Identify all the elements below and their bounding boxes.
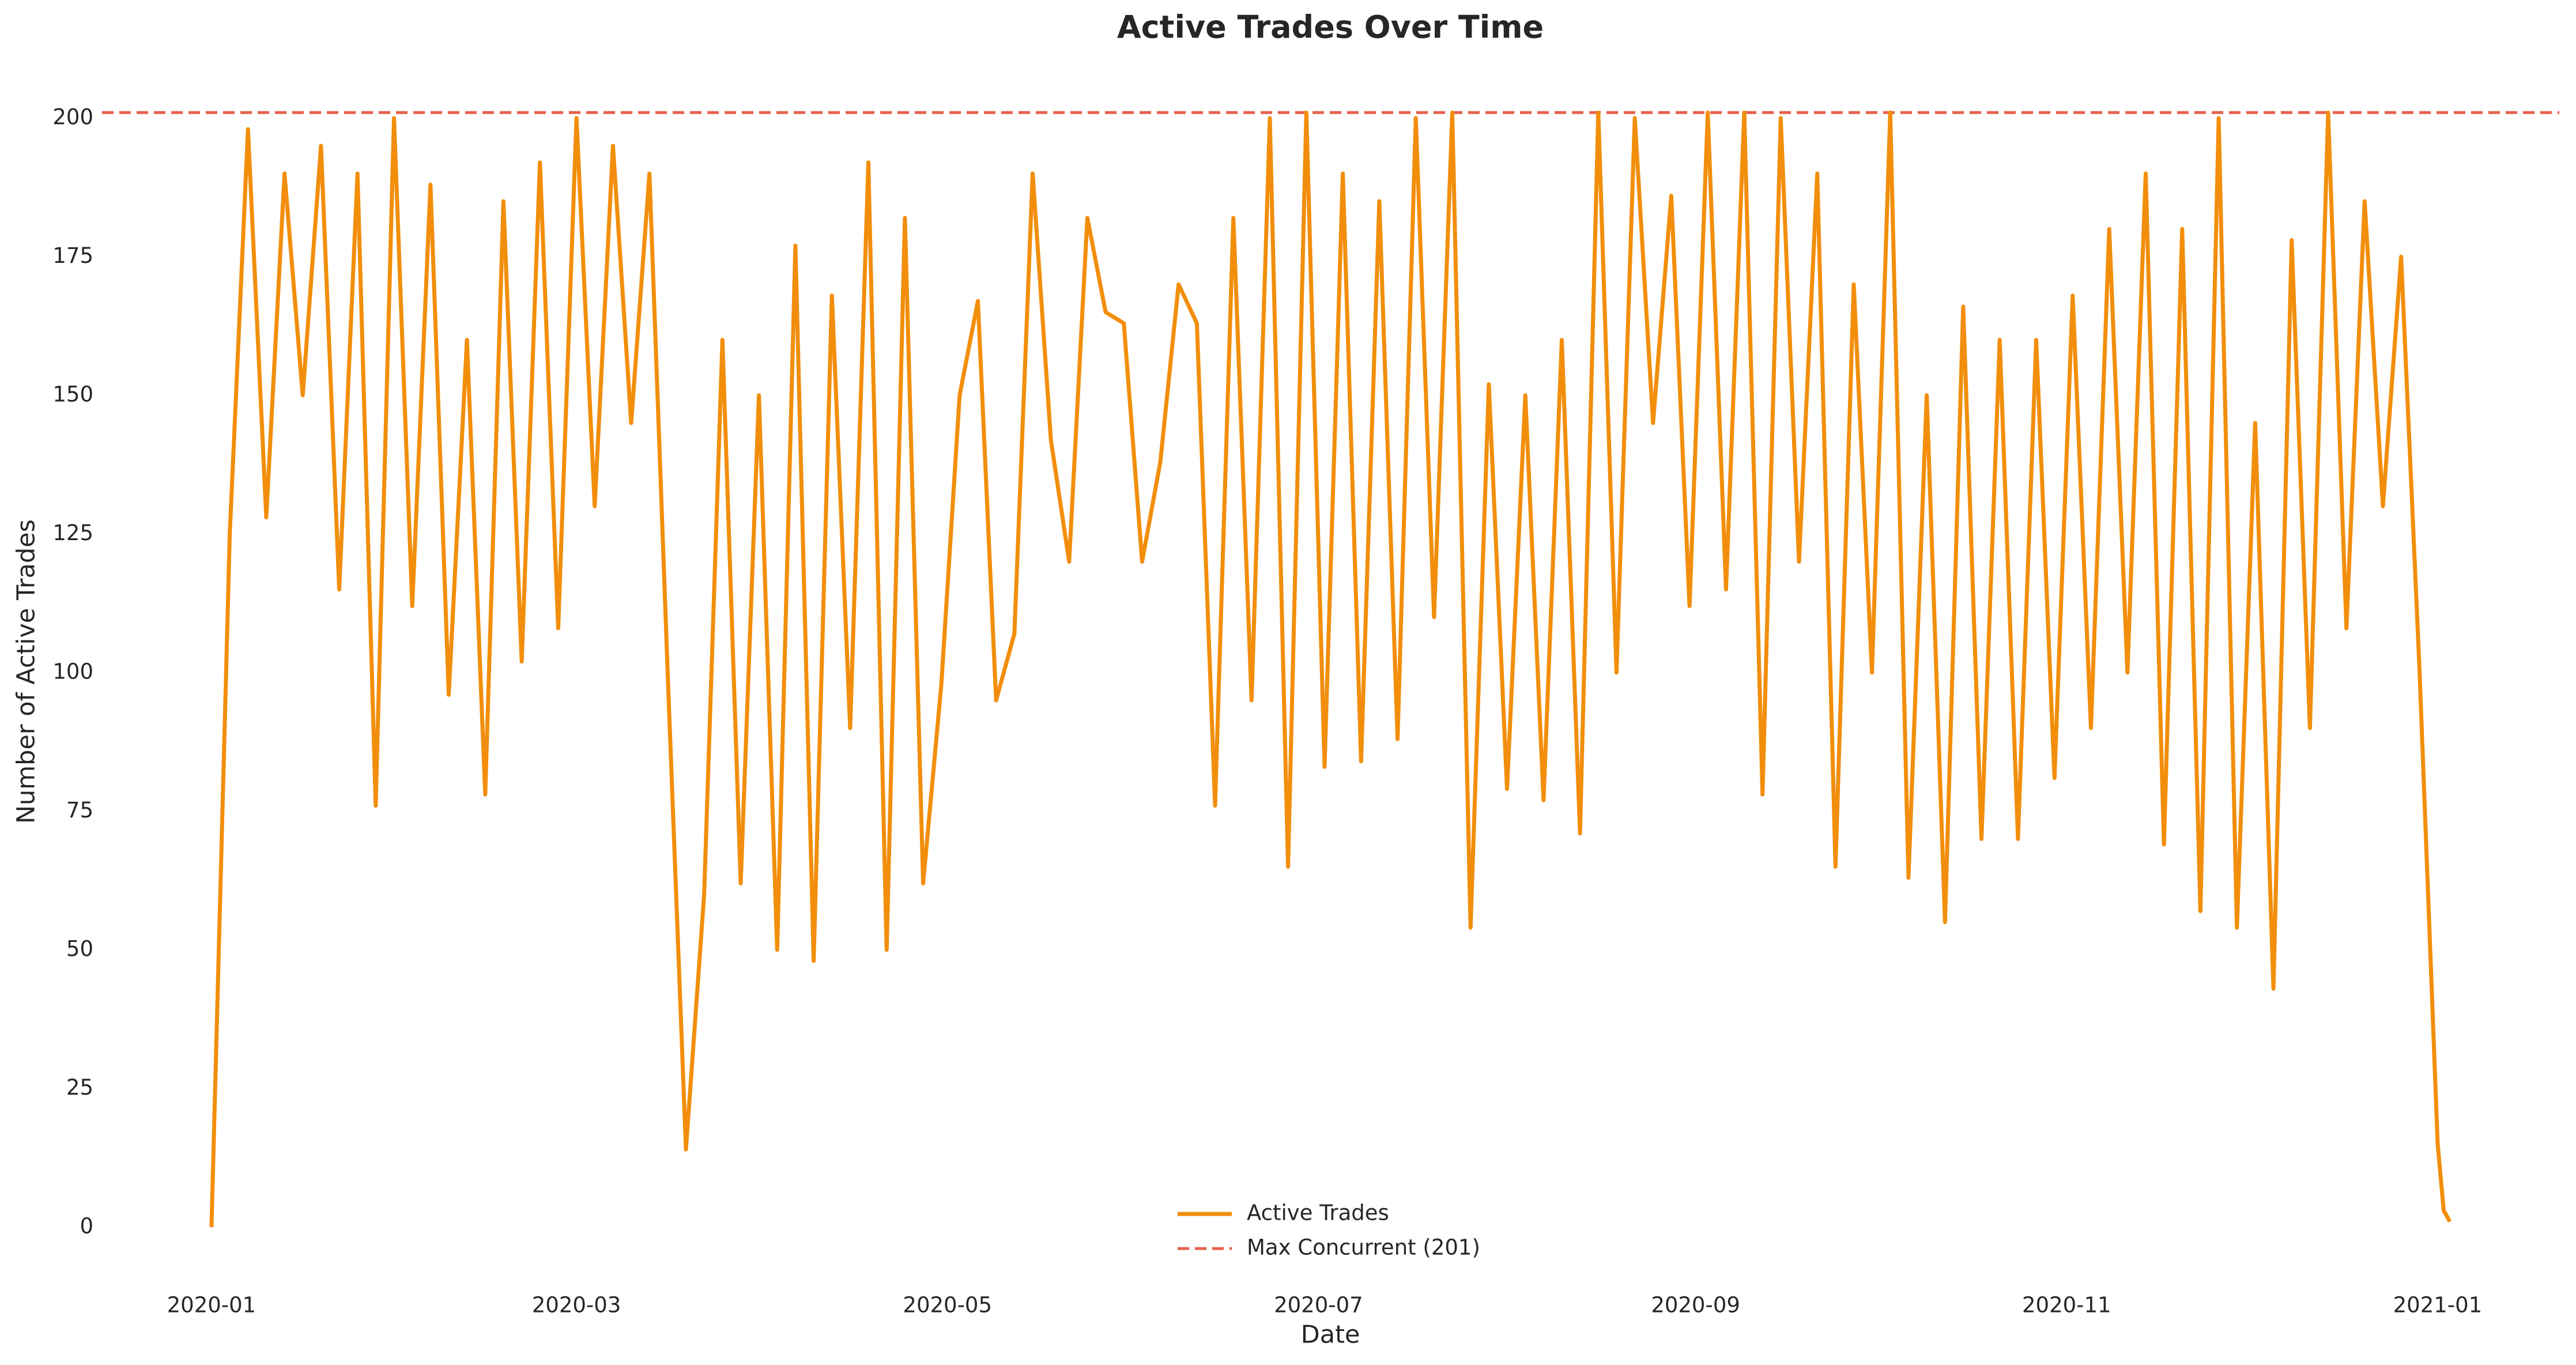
x-tick-label: 2021-01	[2393, 1293, 2483, 1318]
x-tick-label: 2020-09	[1651, 1293, 1740, 1318]
y-tick-label: 200	[52, 104, 93, 129]
y-tick-label: 175	[52, 243, 93, 268]
y-tick-label: 75	[66, 798, 93, 823]
y-tick-label: 50	[66, 936, 93, 961]
legend-label: Active Trades	[1247, 1201, 1389, 1226]
y-tick-label: 150	[52, 382, 93, 406]
y-tick-label: 0	[80, 1213, 93, 1238]
x-tick-label: 2020-03	[532, 1293, 621, 1318]
x-axis-label: Date	[1301, 1321, 1360, 1349]
chart-title: Active Trades Over Time	[1117, 9, 1544, 46]
x-tick-label: 2020-11	[2022, 1293, 2111, 1318]
y-tick-label: 100	[52, 659, 93, 684]
y-tick-label: 25	[66, 1075, 93, 1100]
x-tick-label: 2020-01	[167, 1293, 257, 1318]
x-tick-label: 2020-07	[1274, 1293, 1363, 1318]
data-line	[209, 110, 2452, 1227]
y-tick-label: 125	[52, 521, 93, 545]
x-tick-label: 2020-05	[903, 1293, 992, 1318]
legend-label: Max Concurrent (201)	[1247, 1235, 1480, 1260]
y-axis-label: Number of Active Trades	[12, 519, 41, 824]
